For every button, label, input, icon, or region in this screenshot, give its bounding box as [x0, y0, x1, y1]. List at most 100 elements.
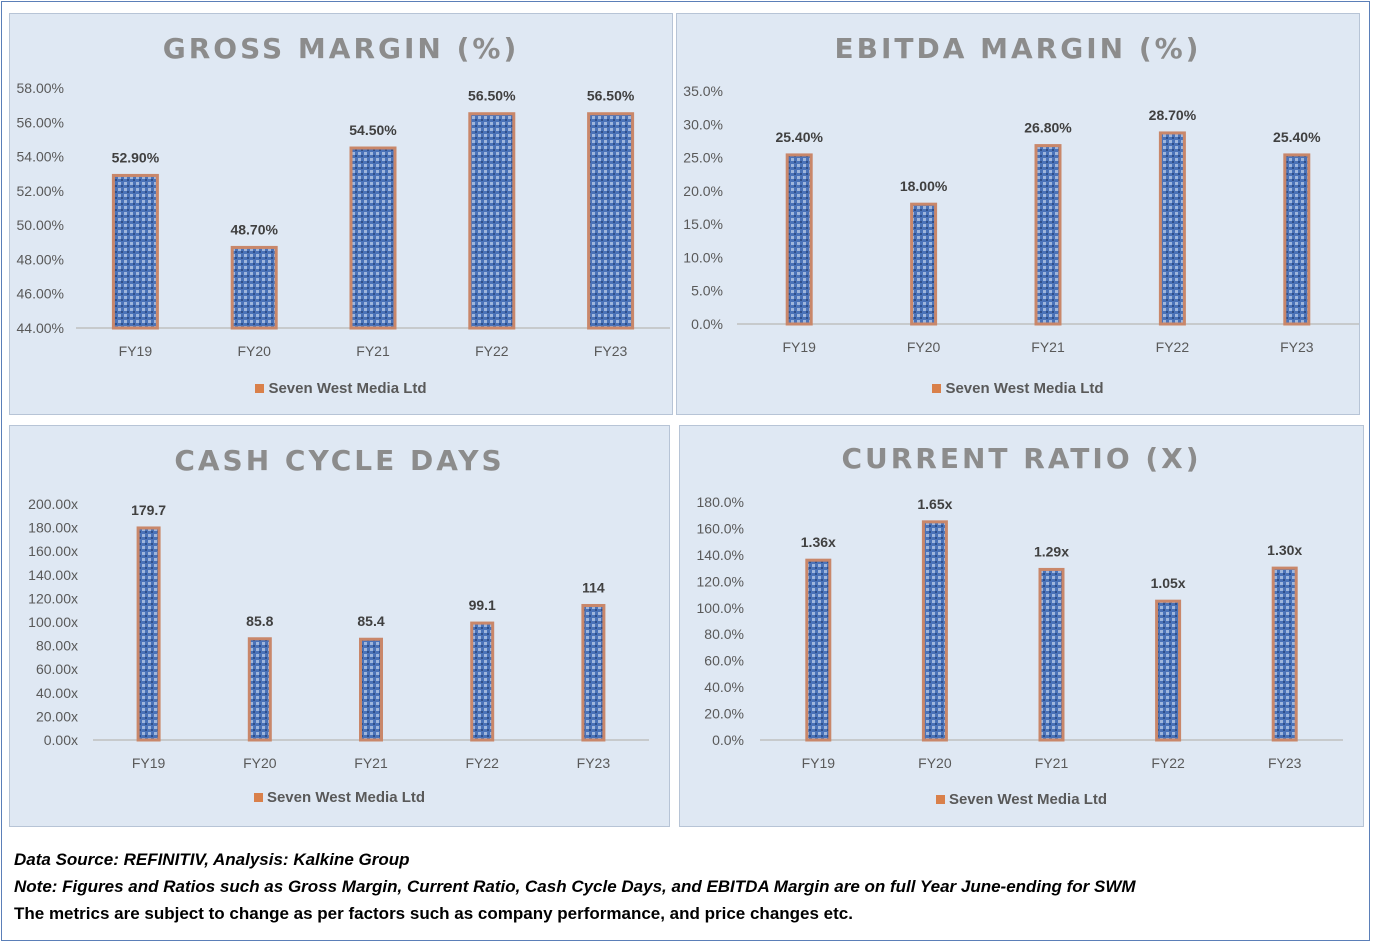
y-tick-label: 60.0% [704, 653, 744, 669]
legend-swatch [932, 384, 942, 393]
y-tick-label: 40.0% [704, 679, 744, 695]
data-label: 56.50% [587, 88, 635, 104]
bar [1038, 567, 1065, 742]
bar [1283, 153, 1311, 326]
y-tick-label: 48.00% [17, 251, 64, 267]
bar [1034, 144, 1062, 326]
y-tick-label: 0.0% [712, 732, 744, 748]
x-tick-label: FY21 [356, 343, 390, 359]
data-label: 179.7 [131, 502, 166, 518]
y-tick-label: 20.0% [704, 706, 744, 722]
y-tick-label: 160.00x [28, 543, 78, 559]
gross-margin-panel: GROSS MARGIN (%) 44.00% 46.00% 48.00% 50.00… [9, 13, 673, 415]
y-tick-label: 50.00% [17, 217, 64, 233]
cash-cycle-days-panel: CASH CYCLE DAYS 0.00x 20.00x 40.00x 60.00x 8… [9, 425, 670, 827]
y-tick-label: 58.00% [17, 80, 64, 96]
current-ratio-chart: 0.0% 20.0% 40.0% 60.0% 80.0% 100.0% 120.0% 140.… [697, 494, 1343, 771]
y-tick-label: 200.00x [28, 496, 78, 512]
chart-legend: Seven West Media Ltd [10, 789, 669, 806]
y-tick-label: 35.0% [683, 83, 723, 99]
data-label: 1.05x [1151, 575, 1186, 591]
bar [111, 173, 159, 330]
note-text: Note: Figures and Ratios such as Gross M… [14, 877, 1136, 896]
bar [349, 146, 397, 330]
legend-swatch [935, 795, 945, 804]
bar [587, 112, 635, 330]
ebitda-margin-chart: 0.0% 5.0% 10.0% 15.0% 20.0% 25.0% 30.0% 35.0% 25… [683, 83, 1359, 355]
y-tick-label: 160.0% [697, 520, 744, 536]
x-tick-label: FY19 [802, 755, 836, 771]
bar [921, 520, 948, 742]
cash-cycle-days-chart: 0.00x 20.00x 40.00x 60.00x 80.00x 100.00x 120.… [28, 496, 649, 771]
data-label: 56.50% [468, 88, 516, 104]
y-tick-label: 0.0% [691, 316, 723, 332]
y-tick-label: 15.0% [683, 216, 723, 232]
bar [805, 558, 832, 742]
x-tick-label: FY20 [918, 755, 952, 771]
x-tick-label: FY19 [782, 339, 816, 355]
chart-title: CURRENT RATIO (X) [841, 442, 1202, 475]
y-tick-label: 100.0% [697, 600, 744, 616]
legend-label: Seven West Media Ltd [268, 380, 427, 397]
bar [910, 202, 938, 326]
data-label: 54.50% [349, 122, 397, 138]
y-tick-label: 180.0% [697, 494, 744, 510]
data-label: 52.90% [112, 149, 160, 165]
chart-legend: Seven West Media Ltd [10, 380, 672, 397]
y-tick-label: 30.0% [683, 116, 723, 132]
y-tick-label: 10.0% [683, 249, 723, 265]
x-tick-label: FY20 [243, 755, 277, 771]
legend-label: Seven West Media Ltd [266, 789, 426, 806]
bar [1271, 566, 1298, 742]
bar [1155, 599, 1182, 742]
y-tick-label: 40.00x [36, 685, 78, 701]
y-tick-label: 56.00% [17, 114, 64, 130]
data-label: 85.4 [357, 613, 384, 629]
current-ratio-panel: CURRENT RATIO (X) 0.0% 20.0% 40.0% 60.0% 80.… [679, 425, 1364, 827]
bar [359, 637, 383, 742]
chart-title: CASH CYCLE DAYS [174, 444, 505, 477]
chart-legend: Seven West Media Ltd [680, 791, 1363, 808]
data-label: 1.30x [1267, 542, 1302, 558]
x-tick-label: FY19 [132, 755, 166, 771]
y-tick-label: 52.00% [17, 183, 64, 199]
y-tick-label: 60.00x [36, 661, 78, 677]
y-tick-label: 80.0% [704, 626, 744, 642]
y-tick-label: 0.00x [44, 732, 78, 748]
y-tick-label: 20.0% [683, 183, 723, 199]
data-label: 25.40% [1273, 129, 1321, 145]
bar [230, 245, 278, 330]
disclaimer-text: The metrics are subject to change as per… [14, 904, 853, 923]
y-tick-label: 100.00x [28, 614, 78, 630]
legend-label: Seven West Media Ltd [948, 791, 1108, 808]
x-tick-label: FY22 [465, 755, 499, 771]
x-tick-label: FY20 [907, 339, 941, 355]
chart-legend: Seven West Media Ltd [677, 380, 1359, 397]
x-tick-label: FY21 [354, 755, 388, 771]
legend-swatch [253, 793, 263, 802]
data-label: 85.8 [246, 613, 273, 629]
legend-swatch [255, 384, 265, 393]
bar [1158, 131, 1186, 326]
chart-title: GROSS MARGIN (%) [162, 32, 520, 65]
bar [468, 112, 516, 330]
y-tick-label: 120.00x [28, 590, 78, 606]
bar [136, 526, 161, 742]
x-tick-label: FY23 [1268, 755, 1302, 771]
y-tick-label: 25.0% [683, 150, 723, 166]
bar [470, 621, 495, 742]
x-tick-label: FY23 [577, 755, 611, 771]
data-label: 18.00% [900, 178, 948, 194]
data-label: 25.40% [775, 129, 823, 145]
data-label: 48.70% [230, 221, 278, 237]
data-label: 1.65x [917, 496, 952, 512]
legend-label: Seven West Media Ltd [945, 380, 1104, 397]
y-tick-label: 46.00% [17, 286, 64, 302]
x-tick-label: FY23 [1280, 339, 1314, 355]
data-label: 1.36x [801, 534, 836, 550]
chart-title: EBITDA MARGIN (%) [834, 32, 1202, 65]
data-label: 28.70% [1149, 107, 1197, 123]
x-tick-label: FY20 [237, 343, 271, 359]
y-tick-label: 54.00% [17, 149, 64, 165]
x-tick-label: FY23 [594, 343, 628, 359]
